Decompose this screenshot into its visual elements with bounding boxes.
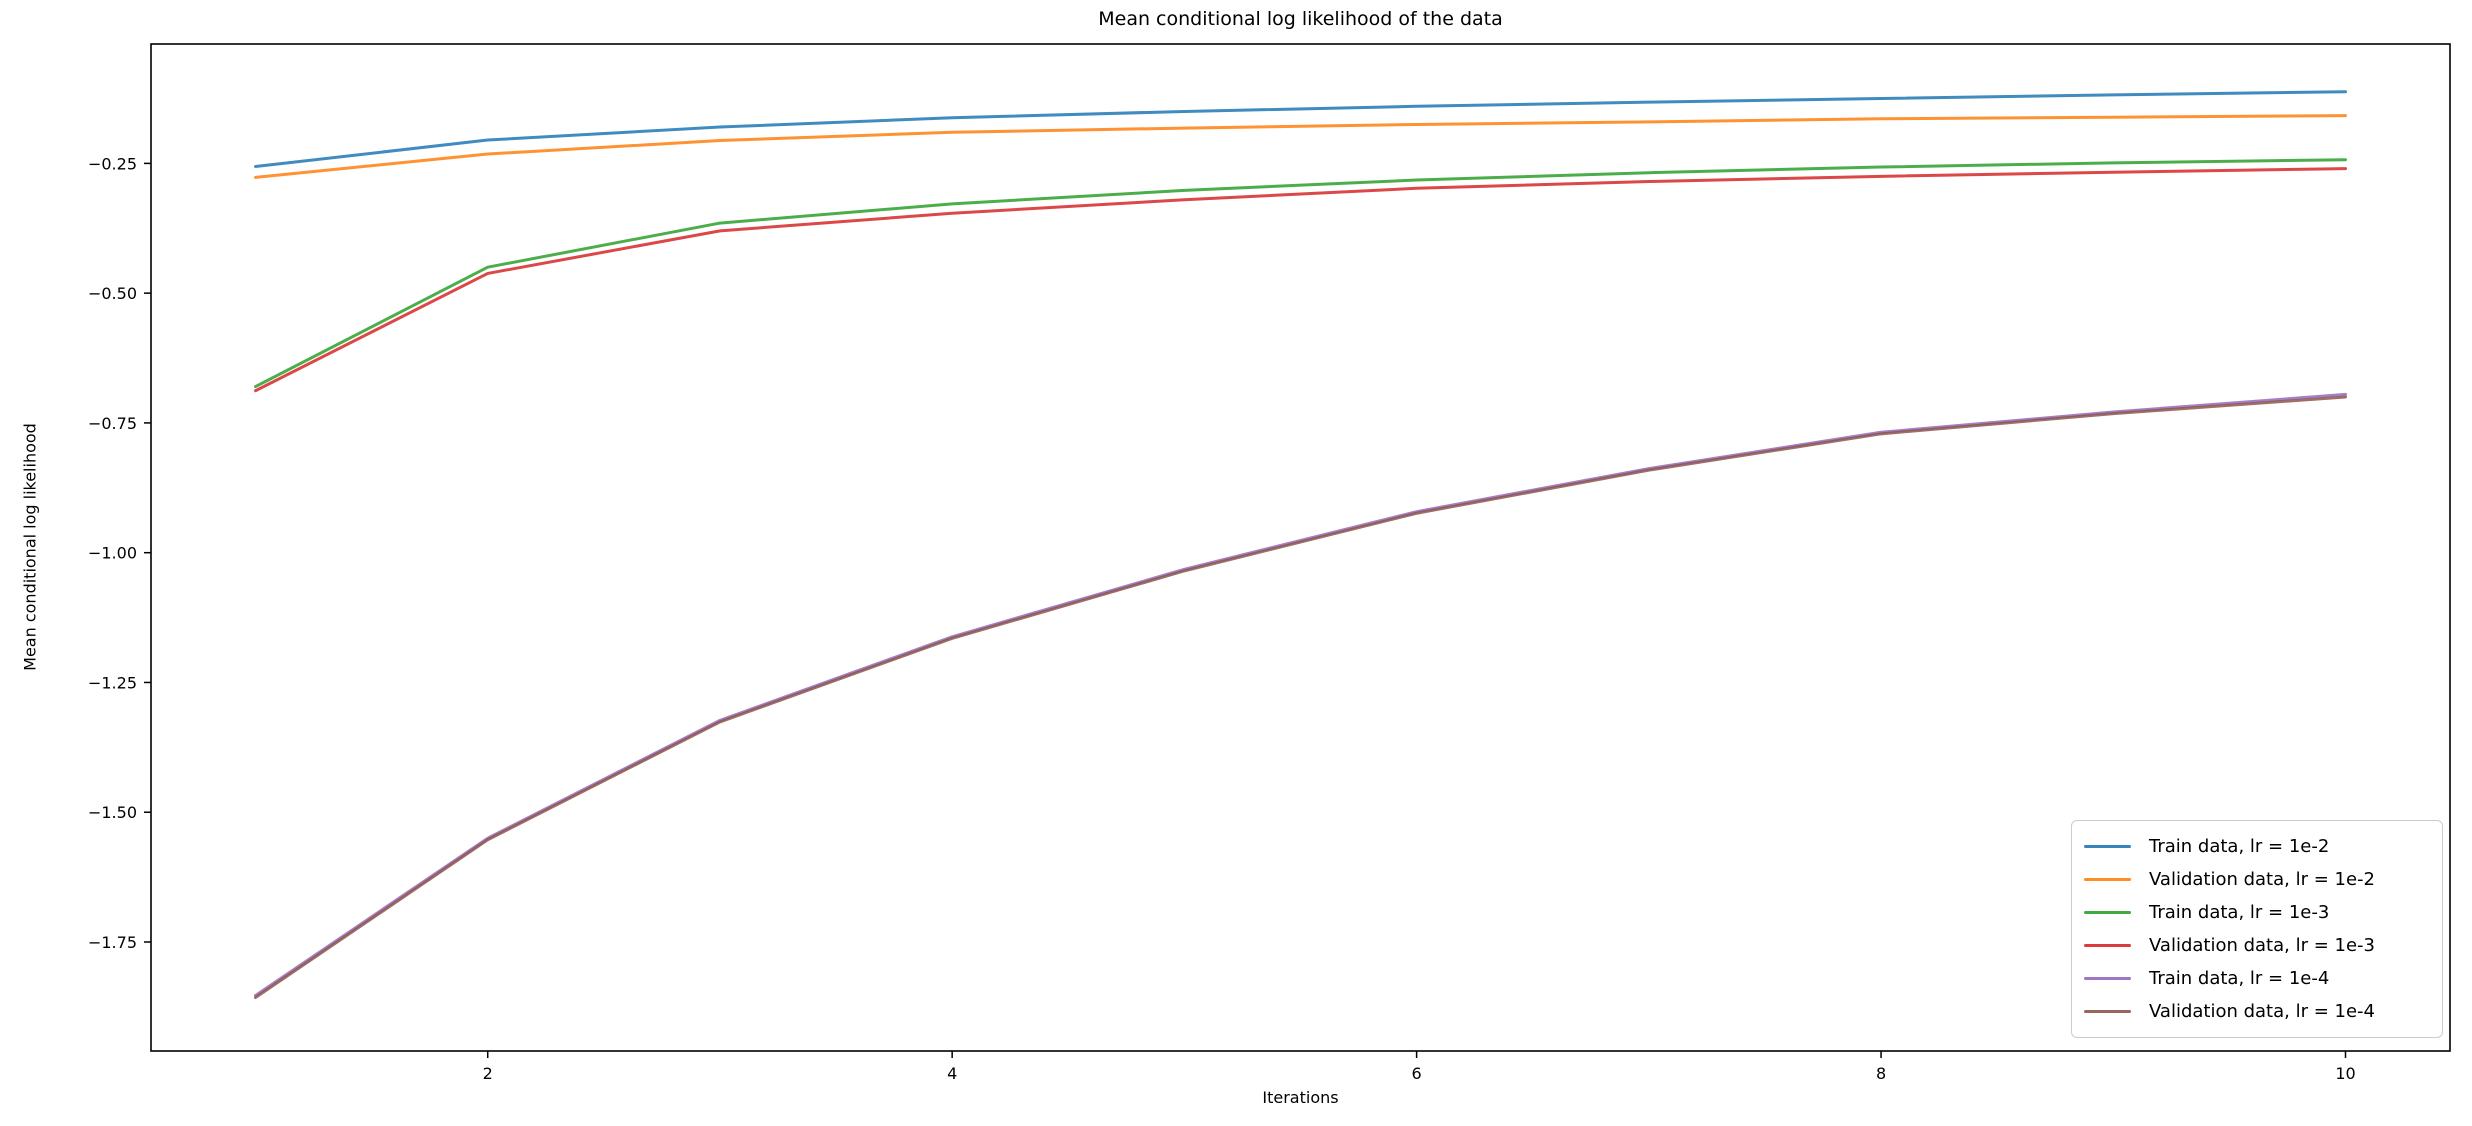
y-tick-label: −0.25 <box>88 154 137 173</box>
legend-label: Validation data, lr = 1e-4 <box>2149 1001 2375 1022</box>
x-axis-label: Iterations <box>1262 1088 1339 1107</box>
x-tick-label: 6 <box>1412 1064 1422 1083</box>
y-tick-label: −0.75 <box>88 414 137 433</box>
legend-item: Validation data, lr = 1e-4 <box>2084 995 2430 1028</box>
y-tick-label: −1.50 <box>88 803 137 822</box>
legend-swatch <box>2084 943 2131 948</box>
y-tick-label: −1.00 <box>88 544 137 563</box>
legend-label: Validation data, lr = 1e-2 <box>2149 869 2375 890</box>
axes-spines <box>150 43 2451 1052</box>
legend-item: Train data, lr = 1e-4 <box>2084 962 2430 995</box>
legend-item: Train data, lr = 1e-3 <box>2084 896 2430 929</box>
legend-label: Train data, lr = 1e-3 <box>2149 902 2330 923</box>
legend-swatch <box>2084 976 2131 981</box>
x-tick-label: 8 <box>1876 1064 1886 1083</box>
x-tick-label: 2 <box>483 1064 493 1083</box>
legend-swatch <box>2084 910 2131 915</box>
y-tick-label: −0.50 <box>88 284 137 303</box>
legend-swatch <box>2084 1009 2131 1014</box>
series-line <box>254 90 2347 169</box>
y-tick-label: −1.75 <box>88 933 137 952</box>
series-line <box>254 114 2347 179</box>
legend-swatch <box>2084 877 2131 882</box>
legend-label: Train data, lr = 1e-2 <box>2149 836 2330 857</box>
x-tick-label: 4 <box>947 1064 957 1083</box>
legend-item: Validation data, lr = 1e-2 <box>2084 863 2430 896</box>
series-line <box>254 395 2347 1000</box>
legend-item: Validation data, lr = 1e-3 <box>2084 929 2430 962</box>
legend-item: Train data, lr = 1e-2 <box>2084 830 2430 863</box>
x-tick-label: 10 <box>2335 1064 2355 1083</box>
series-line <box>254 158 2347 389</box>
series-line <box>254 392 2347 997</box>
series-line <box>254 167 2347 393</box>
legend-swatch <box>2084 844 2131 849</box>
chart-title: Mean conditional log likelihood of the d… <box>1098 8 1503 30</box>
legend-label: Validation data, lr = 1e-3 <box>2149 935 2375 956</box>
legend: Train data, lr = 1e-2 Validation data, lr… <box>2071 820 2443 1038</box>
legend-label: Train data, lr = 1e-4 <box>2149 968 2330 989</box>
y-tick-label: −1.25 <box>88 673 137 692</box>
